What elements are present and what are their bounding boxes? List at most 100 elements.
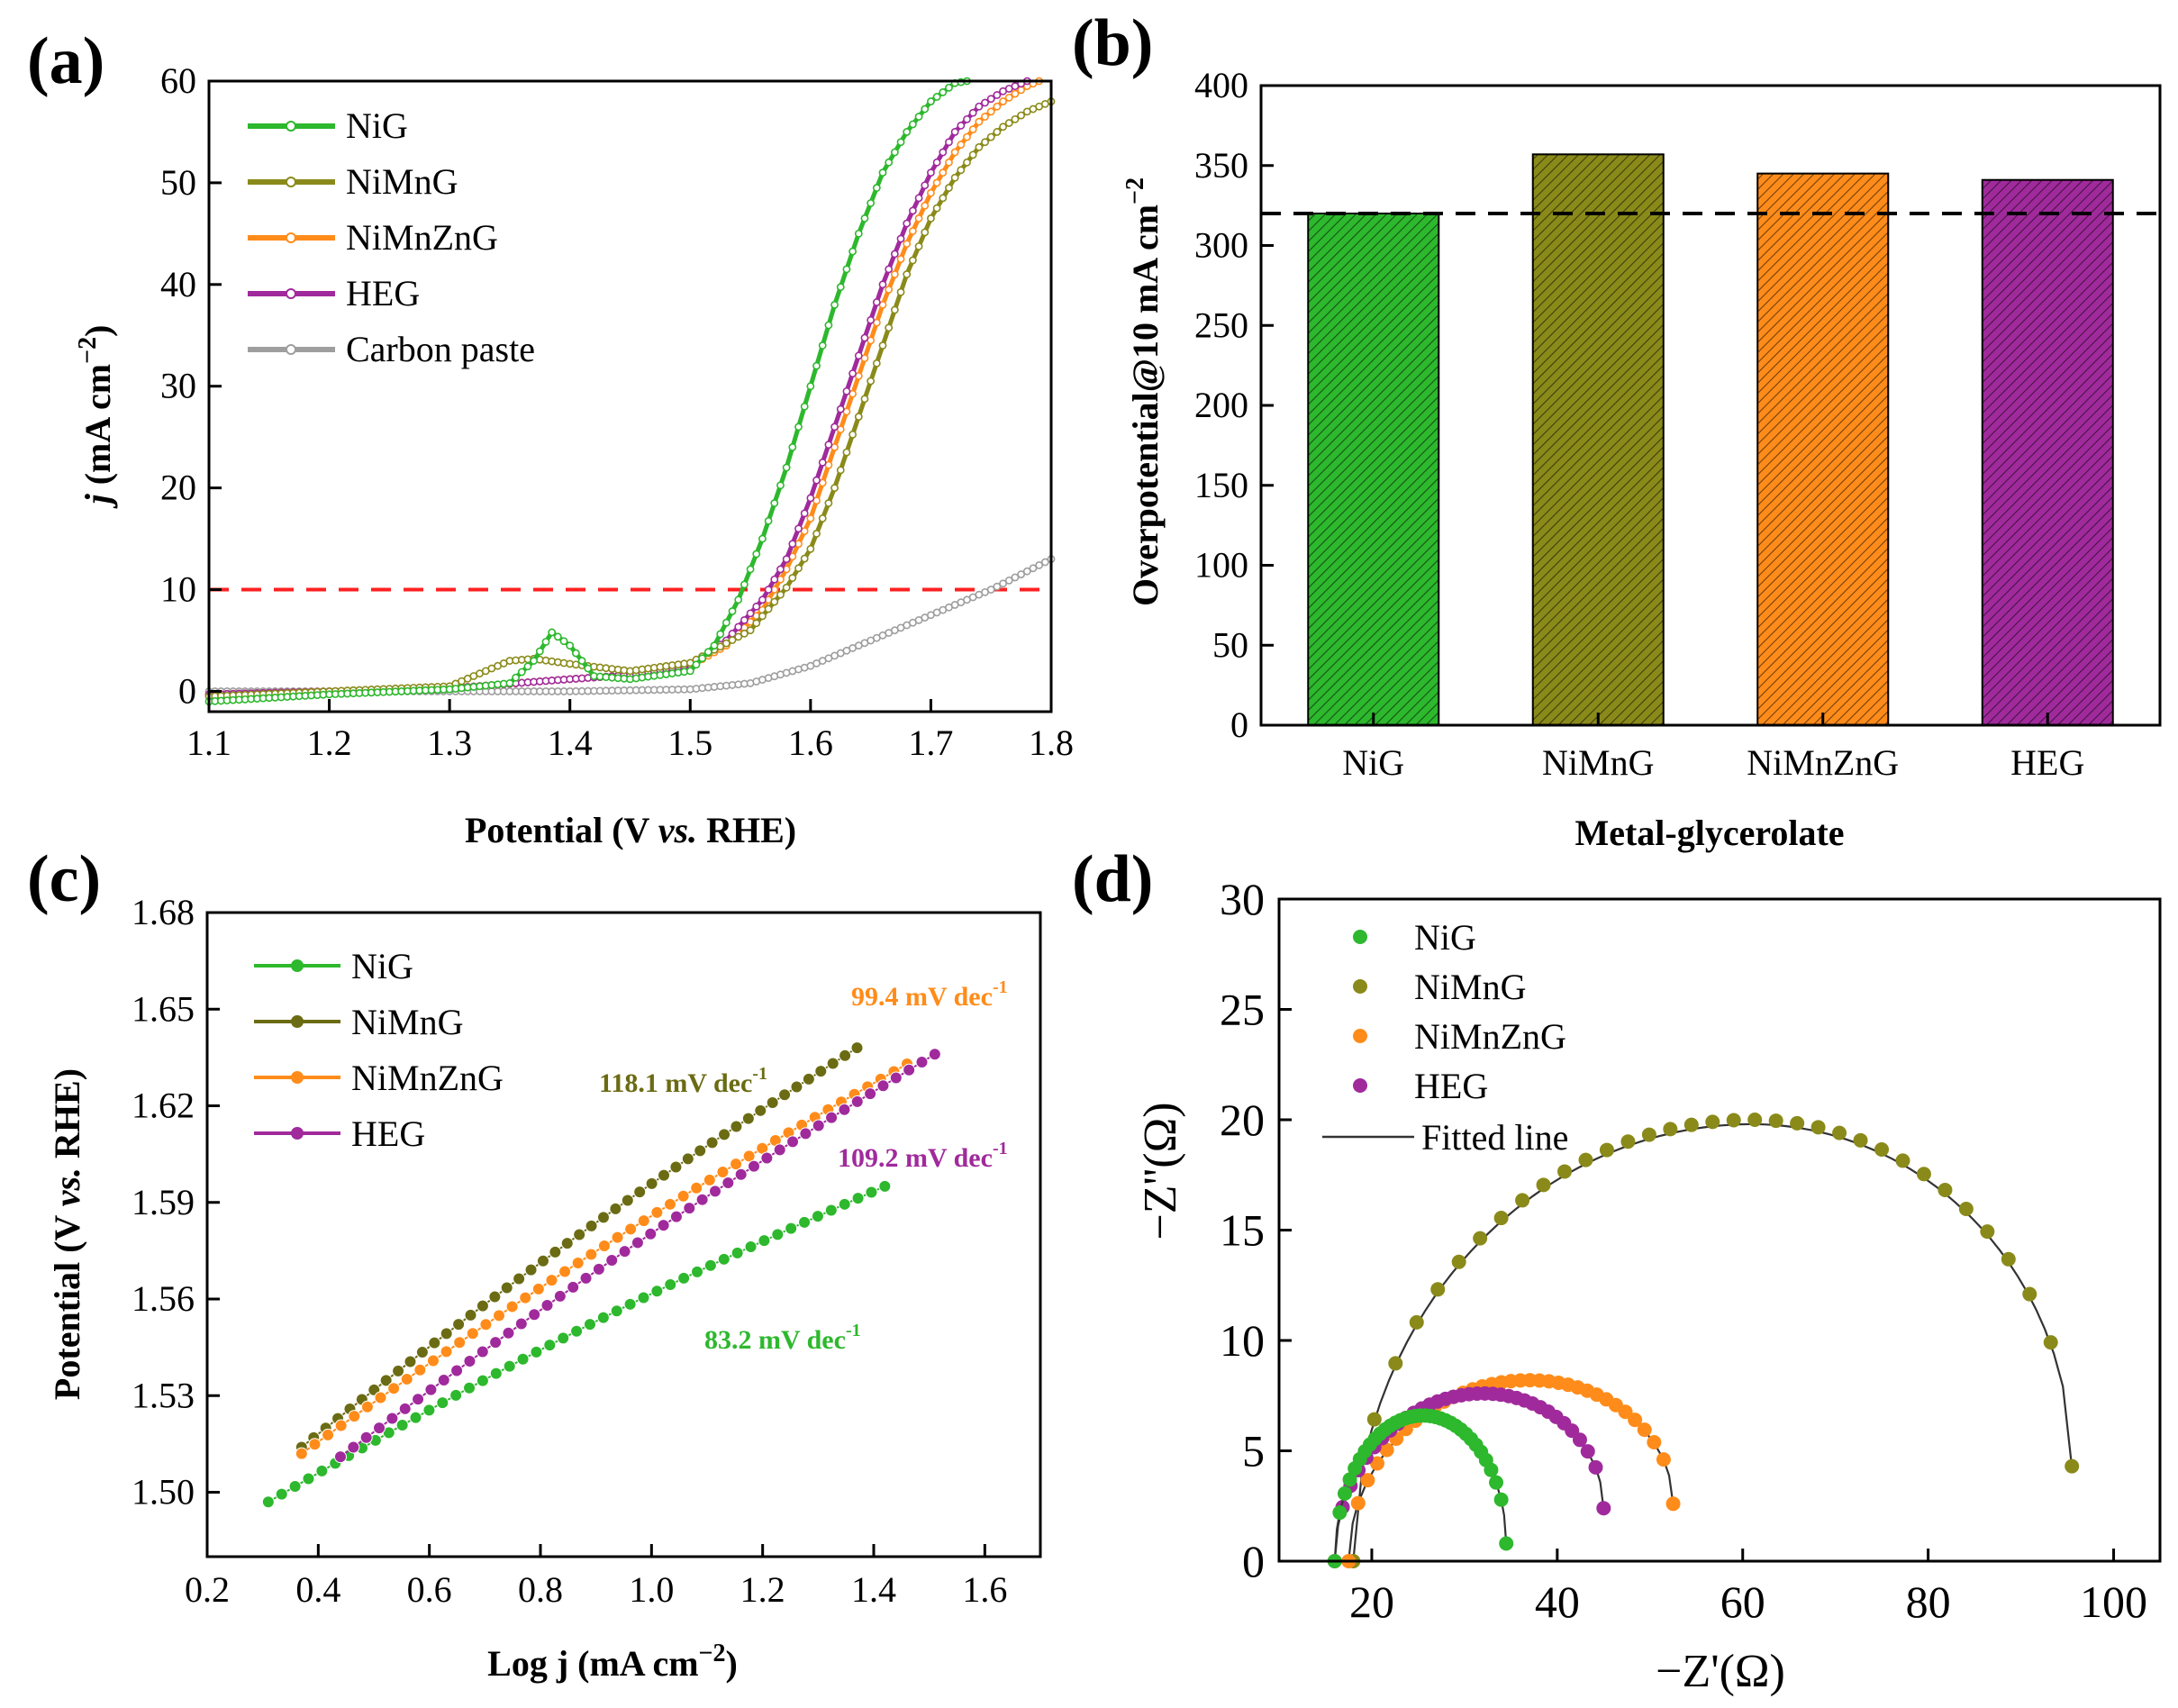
a-point-nimng [1011, 114, 1020, 123]
a-point-nimng [975, 142, 984, 151]
c-point-heg [889, 1071, 903, 1085]
d-ytick-label: 25 [1220, 985, 1265, 1035]
a-point-nig [505, 678, 514, 687]
c-point-nig [758, 1234, 771, 1248]
c-point-nimnzng [676, 1189, 690, 1203]
d-point-nig [1499, 1536, 1514, 1551]
a-legend-marker-nimnzng [286, 232, 296, 243]
d-point-nig [1493, 1492, 1509, 1507]
a-legend-marker-nimng [286, 177, 296, 187]
c-point-nimnzng [637, 1214, 650, 1228]
panel-d-legend: NiG NiMnG NiMnZnG HEG Fitted line [1322, 917, 1568, 1158]
c-point-nig [596, 1311, 610, 1324]
a-legend-label-carbon-paste: Carbon paste [346, 329, 535, 369]
d-point-nimnzng [1370, 1456, 1385, 1471]
panel-c-ylabel: Potential (V vs. RHE) [47, 1068, 87, 1400]
a-point-heg [758, 595, 767, 604]
d-point-nimng [1430, 1282, 1446, 1297]
a-point-nimnzng [999, 97, 1007, 105]
a-point-heg [734, 622, 743, 631]
a-point-nimnzng [945, 158, 953, 167]
a-point-heg [836, 404, 845, 413]
d-point-nimnzng [1618, 1404, 1633, 1420]
a-xtick-label: 1.1 [186, 722, 231, 763]
a-point-nimnzng [932, 178, 941, 187]
c-point-heg [850, 1095, 864, 1108]
panel-b-ylabel: Overpotential@10 mA cm−2 [1121, 177, 1166, 606]
a-point-nimnzng [806, 514, 815, 522]
c-xtick-label: 1.0 [629, 1569, 674, 1610]
c-point-nig [422, 1404, 436, 1417]
c-point-nimng [621, 1194, 634, 1207]
a-point-nig [914, 113, 923, 121]
c-point-heg [528, 1308, 541, 1322]
d-point-nimng [1557, 1164, 1573, 1179]
c-legend-label-nimng: NiMnG [351, 1002, 463, 1042]
c-point-nimng [452, 1318, 466, 1331]
c-point-heg [489, 1336, 503, 1349]
d-xtick-label: 40 [1535, 1576, 1580, 1627]
a-point-nimng [950, 173, 959, 182]
b-ytick-label: 100 [1194, 545, 1248, 586]
a-point-nimng [914, 242, 923, 250]
d-point-nimng [1705, 1114, 1720, 1130]
c-point-heg [825, 1111, 839, 1124]
a-point-nig [885, 158, 894, 167]
c-point-nig [717, 1252, 731, 1266]
c-point-nimnzng [453, 1336, 467, 1349]
a-point-nimnzng [914, 214, 923, 223]
c-point-nimng [392, 1364, 405, 1377]
d-ytick-label: 15 [1220, 1205, 1265, 1256]
c-point-nimng [379, 1374, 393, 1387]
d-point-nimng [2043, 1335, 2058, 1350]
c-point-heg [359, 1431, 373, 1444]
a-xtick-label: 1.4 [548, 722, 593, 763]
d-point-nimnzng [1637, 1422, 1652, 1438]
a-point-nimnzng [908, 227, 917, 235]
c-point-nimnzng [308, 1438, 322, 1451]
d-point-nimng [1536, 1177, 1551, 1193]
d-point-nimng [1832, 1125, 1847, 1140]
c-point-nimng [669, 1160, 683, 1174]
a-point-nig [566, 641, 575, 650]
c-point-heg [915, 1056, 929, 1069]
a-point-nig [867, 199, 876, 207]
d-point-heg [1596, 1501, 1611, 1516]
a-point-heg [963, 114, 971, 123]
c-point-heg [398, 1402, 412, 1415]
a-point-nimng [830, 484, 839, 493]
panel-a-ylabel: j (mA cm−2) [74, 325, 118, 510]
c-point-heg [669, 1210, 683, 1223]
a-point-nimng [1004, 119, 1013, 127]
c-point-heg [567, 1280, 580, 1294]
a-point-nimng [927, 214, 935, 223]
d-point-nimng [1958, 1201, 1974, 1216]
a-point-nig [878, 168, 887, 177]
a-series-nig [204, 77, 971, 706]
c-point-nimnzng [426, 1354, 440, 1367]
c-tafel-heg: 109.2 mV dec-1 [838, 1139, 1008, 1173]
c-series-nimng [295, 1041, 864, 1454]
a-point-nig [721, 618, 731, 627]
c-point-nimnzng [466, 1327, 479, 1340]
c-point-heg [540, 1299, 554, 1313]
c-point-nimng [464, 1308, 477, 1322]
a-point-nimng [903, 270, 912, 278]
a-point-nimng [993, 128, 1002, 136]
d-legend-marker-nimng [1353, 979, 1367, 994]
d-point-nig [1332, 1505, 1348, 1521]
a-point-carbon-paste [1011, 573, 1020, 582]
a-point-nig [559, 637, 568, 646]
c-point-nimng [476, 1299, 489, 1313]
c-point-heg [928, 1048, 941, 1061]
c-point-heg [476, 1345, 489, 1358]
c-point-nimnzng [650, 1205, 664, 1219]
c-point-nimnzng [334, 1419, 348, 1432]
a-xtick-label: 1.2 [307, 722, 352, 763]
a-legend-label-nig: NiG [346, 105, 408, 146]
c-point-nimng [415, 1346, 429, 1359]
panel-a-ticks: 1.1 1.2 1.3 1.4 1.5 1.6 1.7 1.8 0 10 20 30 40 50 60 [160, 60, 1074, 763]
a-ytick-label: 30 [160, 366, 196, 406]
a-point-heg [975, 102, 984, 111]
a-point-nig [758, 534, 767, 543]
